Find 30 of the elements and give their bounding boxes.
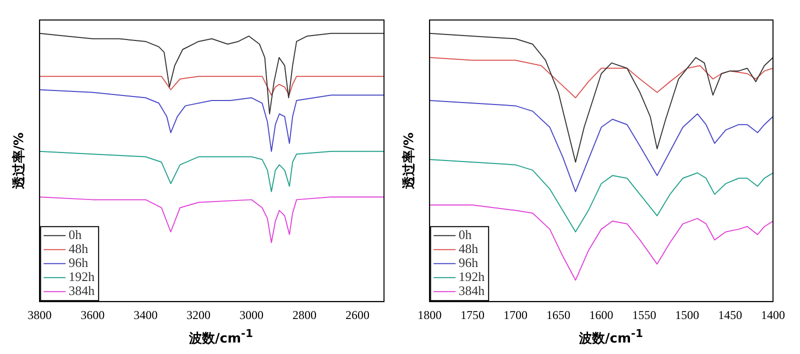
x-tick-label: 3000 (240, 308, 264, 322)
x-tick-label: 1550 (632, 308, 656, 322)
x-tick-label: 1650 (546, 308, 570, 322)
x-axis-title: 波数/cm$^{-1}$ (188, 326, 254, 348)
x-tick-label: 3400 (134, 308, 158, 322)
x-tick-label: 1600 (589, 308, 614, 322)
legend-label: 0h (458, 227, 472, 242)
x-tick-label: 1700 (503, 308, 528, 322)
legend-label: 192h (68, 269, 96, 284)
x-tick-label: 1800 (418, 308, 442, 322)
y-axis-title: 透过率/% (401, 132, 418, 190)
x-tick-label: 3600 (80, 308, 105, 322)
x-tick-label: 1750 (460, 308, 485, 322)
legend-label: 96h (68, 255, 89, 270)
x-tick-label: 1400 (761, 308, 785, 322)
x-tick-label: 2800 (292, 308, 317, 322)
y-axis-title: 透过率/% (11, 132, 28, 190)
legend-label: 96h (458, 255, 479, 270)
x-axis-title: 波数/cm$^{-1}$ (578, 326, 644, 348)
x-tick-label: 2600 (346, 308, 370, 322)
legend-label: 384h (68, 283, 96, 298)
x-tick-label: 3800 (28, 308, 52, 322)
legend-label: 0h (68, 227, 82, 242)
legend-label: 192h (458, 269, 486, 284)
legend-label: 48h (458, 241, 479, 256)
legend-label: 384h (458, 283, 486, 298)
x-tick-label: 1450 (718, 308, 742, 322)
x-tick-label: 1500 (675, 308, 700, 322)
x-tick-label: 3200 (186, 308, 211, 322)
legend-label: 48h (68, 241, 89, 256)
